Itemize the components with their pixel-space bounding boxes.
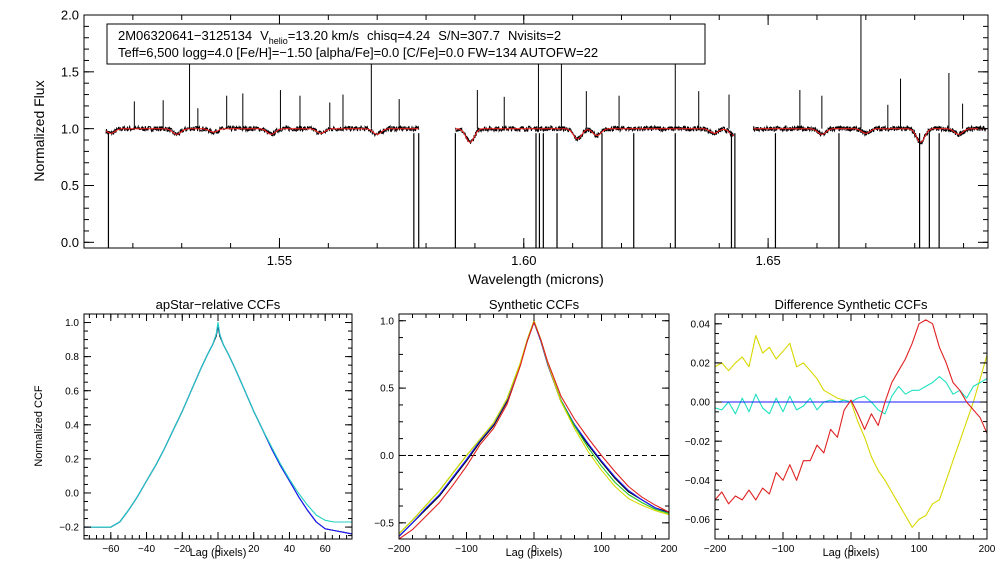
y-tick-label: 0.5 [380, 384, 394, 395]
synthetic-ccf-axes-frame [398, 313, 670, 540]
apstar-ccf-y-label: Normalized CCF [33, 385, 45, 467]
y-tick-label: 0.0 [380, 451, 394, 462]
ccf-series-red [398, 321, 670, 540]
y-tick-label: 1.0 [61, 121, 79, 136]
observed-spectrum-chip-2 [454, 124, 735, 144]
synthetic-ccf-data-layer [398, 320, 670, 540]
y-tick-label: 0.4 [65, 420, 79, 431]
x-tick-label: −100 [772, 544, 795, 555]
y-tick-label: 1.0 [65, 318, 79, 329]
x-tick-label: 0 [848, 544, 854, 555]
y-tick-label: 0.8 [65, 352, 79, 363]
synthetic-ccf-title: Synthetic CCFs [489, 297, 580, 312]
ccf-series-visit-ccf-blue- [84, 323, 353, 535]
apstar-ccf-panel: −60 −40 −20 0 20 40 60 −0.2 0.0 0.2 0.4 0.6 0.8 1.0 a… [33, 297, 353, 559]
annotation-v-prefix: V [260, 28, 269, 43]
model-spectrum-chip-3 [753, 128, 986, 143]
spectrum-y-label: Normalized Flux [31, 80, 47, 181]
model-spectrum-chip-2 [455, 128, 735, 143]
spectrum-data-layer [105, 15, 987, 248]
y-tick-label: −0.04 [685, 476, 711, 487]
y-tick-label: 0.0 [65, 489, 79, 500]
observed-spectrum-chip-3 [752, 124, 987, 145]
y-tick-label: 1.0 [380, 316, 394, 327]
x-tick-label: −200 [388, 544, 411, 555]
y-tick-label: 0.5 [61, 178, 79, 193]
ccf-series-green [398, 320, 670, 534]
x-tick-label: 1.65 [755, 253, 780, 268]
difference-ccf-data-layer [714, 319, 988, 528]
ccf-series-visit-ccf-black- [84, 325, 353, 535]
annotation-line-1: 2M06320641−3125134 Vhelio=13.20 km/s chisq… [118, 28, 561, 46]
spectrum-panel: 1.55 1.60 1.65 0.0 0.5 1.0 1.5 2.0 2M06320641−3… [31, 8, 989, 287]
y-tick-label: 1.5 [61, 65, 79, 80]
apstar-ccf-x-label: Lag (pixels) [190, 547, 247, 559]
x-tick-label: −60 [102, 544, 119, 555]
annotation-line-2: Teff=6,500 logg=4.0 [Fe/H]=−1.50 [alpha/… [118, 45, 598, 60]
x-tick-label: 1.55 [267, 253, 292, 268]
annotation-chisq: chisq=4.24 [367, 28, 430, 43]
y-tick-label: 0.0 [61, 235, 79, 250]
ccf-series-cyan [714, 376, 988, 415]
difference-ccf-x-label: Lag (pixels) [823, 547, 880, 559]
y-tick-label: 2.0 [61, 8, 79, 23]
annotation-box [106, 23, 706, 65]
annotation-snr: S/N=307.7 [438, 28, 500, 43]
difference-ccf-axes-frame [714, 313, 988, 540]
x-tick-label: 200 [661, 544, 678, 555]
apstar-ccf-title: apStar−relative CCFs [156, 297, 281, 312]
y-tick-label: 0.00 [691, 398, 711, 409]
y-tick-label: −0.2 [59, 523, 79, 534]
ccf-series-red [714, 319, 988, 505]
x-tick-label: 40 [284, 544, 296, 555]
x-tick-label: 100 [593, 544, 610, 555]
ccf-series-yellow [398, 320, 670, 534]
y-tick-label: 0.04 [691, 319, 711, 330]
synthetic-ccf-ticks: −200 −100 0 100 200 −0.5 0.0 0.5 1.0 [374, 314, 678, 555]
apstar-ccf-ticks: −60 −40 −20 0 20 40 60 −0.2 0.0 0.2 0.4 0.6 0.8 1.0 [59, 314, 352, 555]
ccf-series-template-ccf-cyan- [84, 321, 352, 528]
spectrum-x-label: Wavelength (microns) [468, 271, 604, 287]
ccf-series-black [398, 321, 670, 537]
annotation-object: 2M06320641−3125134 [118, 28, 252, 43]
y-tick-label: 0.2 [65, 454, 79, 465]
ccf-series-blue [398, 321, 670, 537]
y-tick-label: −0.02 [685, 437, 711, 448]
x-tick-label: 200 [979, 544, 996, 555]
model-spectrum-chip-1 [105, 128, 419, 135]
x-tick-label: −100 [455, 544, 478, 555]
annotation-v-subscript: helio [269, 36, 288, 46]
y-tick-label: 0.02 [691, 359, 711, 370]
x-tick-label: 1.60 [511, 253, 536, 268]
x-tick-label: −40 [138, 544, 155, 555]
difference-ccf-title: Difference Synthetic CCFs [775, 297, 928, 312]
spectrum-axes-frame [83, 14, 989, 249]
difference-ccf-ticks: −200 −100 0 100 200 −0.06 −0.04 −0.02 0.00 0.02 0.… [685, 314, 996, 555]
x-tick-label: −200 [704, 544, 727, 555]
x-tick-label: 100 [911, 544, 928, 555]
apstar-ccf-axes-frame [83, 313, 353, 540]
apstar-ccf-data-layer [84, 321, 353, 535]
spectrum-ticks: 1.55 1.60 1.65 0.0 0.5 1.0 1.5 2.0 [61, 8, 988, 268]
synthetic-ccf-x-label: Lag (pixels) [506, 547, 563, 559]
y-tick-label: 0.6 [65, 386, 79, 397]
annotation-v-value: =13.20 km/s [288, 28, 360, 43]
x-tick-label: 20 [248, 544, 260, 555]
x-tick-label: 0 [531, 544, 537, 555]
y-tick-label: −0.5 [374, 518, 394, 529]
annotation-nvisits: Nvisits=2 [508, 28, 561, 43]
x-tick-label: −20 [174, 544, 191, 555]
synthetic-ccf-panel: −200 −100 0 100 200 −0.5 0.0 0.5 1.0 Synthetic C… [374, 297, 678, 559]
x-tick-label: 60 [320, 544, 332, 555]
x-tick-label: 0 [215, 544, 221, 555]
y-tick-label: −0.06 [685, 515, 711, 526]
difference-ccf-panel: −200 −100 0 100 200 −0.06 −0.04 −0.02 0.00 0.02 0.… [685, 297, 996, 559]
